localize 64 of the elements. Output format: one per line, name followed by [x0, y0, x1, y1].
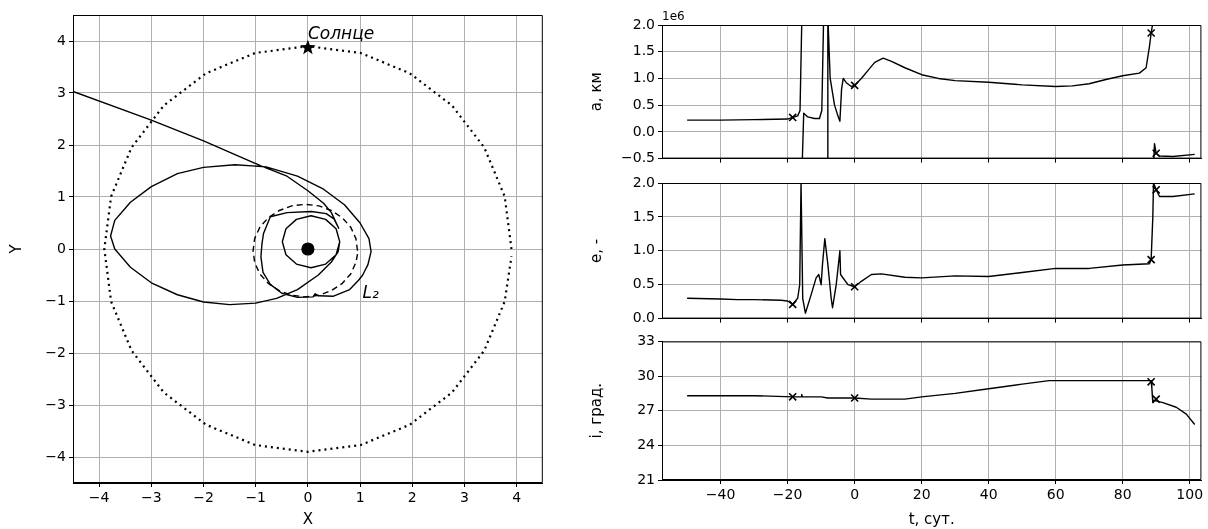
- y-axis-title: a, км: [586, 72, 605, 112]
- x-axis-title: t, сут.: [908, 509, 955, 528]
- y-tick-label: −1: [45, 291, 66, 308]
- y-tick-label: 0.0: [632, 122, 655, 139]
- y-tick-label: −0.5: [621, 149, 655, 166]
- y-tick-label: 2.0: [632, 15, 655, 32]
- y-tick-label: 2: [57, 135, 66, 152]
- x-tick-label: 2: [407, 489, 417, 506]
- y-tick-label: 33: [637, 332, 655, 349]
- y-tick-label: 21: [637, 470, 655, 487]
- y-tick-label: 0.0: [632, 309, 655, 326]
- y-tick-label: 0.5: [632, 275, 655, 292]
- text: 1e6: [662, 9, 685, 24]
- point: [788, 300, 797, 309]
- point: [1151, 148, 1161, 158]
- point: [850, 81, 859, 90]
- y-tick-label: 2.0: [632, 173, 655, 190]
- y-tick-label: 1.0: [632, 241, 655, 258]
- x-tick-label: −2: [193, 489, 214, 506]
- annotation: L₂: [362, 282, 380, 303]
- point: [1146, 255, 1156, 264]
- y-tick-label: 3: [57, 83, 66, 100]
- x-tick-label: 0: [850, 486, 860, 503]
- point: [850, 282, 859, 292]
- x-tick-label: 20: [912, 486, 931, 503]
- x-axis-title: X: [302, 509, 314, 528]
- y-tick-label: 0.5: [632, 95, 655, 112]
- y-tick-label: 1.0: [632, 69, 655, 86]
- point: [788, 113, 797, 122]
- point: [1151, 394, 1161, 404]
- point: [788, 392, 797, 402]
- y-tick-label: 1.5: [632, 207, 655, 224]
- y-tick-label: −2: [45, 343, 66, 360]
- x-tick-label: −3: [140, 489, 162, 506]
- x-tick-label: 100: [1176, 486, 1204, 503]
- x-tick-label: −40: [705, 486, 736, 503]
- x-tick-label: −1: [245, 489, 267, 506]
- x-tick-label: −20: [772, 486, 803, 503]
- y-tick-label: −4: [45, 447, 67, 464]
- y-tick-label: 30: [637, 366, 655, 383]
- y-tick-label: 27: [637, 401, 655, 418]
- y-tick-label: 1: [57, 187, 66, 204]
- y-axis-title: i, град.: [586, 382, 605, 439]
- x-tick-label: 1: [355, 489, 365, 506]
- x-tick-label: 80: [1113, 486, 1132, 503]
- annotation: Солнце: [307, 22, 375, 43]
- point: [1151, 185, 1161, 195]
- point: [850, 393, 859, 403]
- y-tick-label: 24: [637, 435, 656, 452]
- x-tick-label: −4: [88, 489, 110, 506]
- point: [1146, 28, 1156, 38]
- x-tick-label: 4: [512, 489, 522, 506]
- x-tick-label: 60: [1046, 486, 1065, 503]
- y-tick-label: 1.5: [632, 42, 655, 59]
- x-tick-label: 0: [303, 489, 313, 506]
- y-tick-label: 0: [57, 239, 66, 256]
- y-axis-title: Y: [6, 243, 25, 255]
- y-tick-label: 4: [57, 31, 67, 48]
- x-tick-label: 40: [979, 486, 998, 503]
- y-tick-label: −3: [45, 395, 66, 412]
- line-series: [252, 203, 359, 298]
- y-axis-title: e, -: [586, 238, 605, 263]
- x-tick-label: 3: [460, 489, 469, 506]
- point: [1146, 377, 1156, 387]
